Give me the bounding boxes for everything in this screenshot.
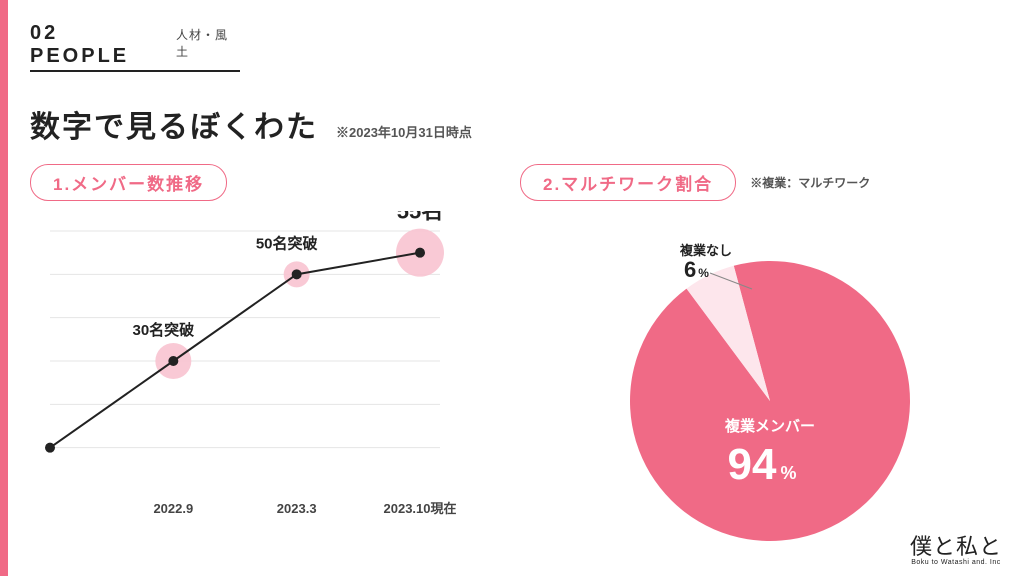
pie-chart-column: 2.マルチワーク割合 ※複業：マルチワーク 複業メンバー94%複業なし6% <box>520 164 1000 541</box>
svg-text:30名突破: 30名突破 <box>132 321 194 339</box>
logo-text: 僕と私と <box>910 534 1002 559</box>
charts-row: 1.メンバー数推移 2022.9 2023.3 2023.10現在 30名突破 50名突… <box>30 164 1020 541</box>
line-chart-svg: 2022.9 2023.3 2023.10現在 30名突破 50名突破 55名 <box>30 211 470 541</box>
pie-chart: 複業メンバー94%複業なし6% <box>520 201 1000 541</box>
logo: 僕と私と Boku to Watashi and. Inc <box>910 529 1002 566</box>
logo-subtext: Boku to Watashi and. Inc <box>910 559 1002 566</box>
title-row: 数字で見るぼくわた ※2023年10月31日時点 <box>30 102 1020 146</box>
svg-text:6%: 6% <box>684 257 709 282</box>
svg-text:複業メンバー: 複業メンバー <box>724 417 815 435</box>
section-sub: 人材・風土 <box>176 26 240 60</box>
svg-text:50名突破: 50名突破 <box>256 234 318 252</box>
svg-text:55名: 55名 <box>397 211 443 224</box>
section-header: 02 PEOPLE 人材・風土 <box>30 22 240 72</box>
page-title: 数字で見るぼくわた <box>30 102 318 146</box>
pie-chart-note: ※複業：マルチワーク <box>750 174 870 191</box>
title-note: ※2023年10月31日時点 <box>336 122 472 141</box>
page: 02 PEOPLE 人材・風土 数字で見るぼくわた ※2023年10月31日時点… <box>30 0 1020 576</box>
pie-heading-row: 2.マルチワーク割合 ※複業：マルチワーク <box>520 164 1000 201</box>
svg-text:2022.9: 2022.9 <box>153 501 193 516</box>
section-number: 02 PEOPLE <box>30 22 164 68</box>
line-chart: 2022.9 2023.3 2023.10現在 30名突破 50名突破 55名 <box>30 211 470 541</box>
svg-text:2023.10現在: 2023.10現在 <box>384 501 457 516</box>
line-chart-column: 1.メンバー数推移 2022.9 2023.3 2023.10現在 30名突破 50名突… <box>30 164 490 541</box>
pie-chart-svg: 複業メンバー94%複業なし6% <box>520 201 1000 541</box>
svg-text:2023.3: 2023.3 <box>277 501 317 516</box>
line-chart-heading: 1.メンバー数推移 <box>30 164 227 201</box>
pie-chart-heading: 2.マルチワーク割合 <box>520 164 736 201</box>
svg-text:複業なし: 複業なし <box>679 243 732 258</box>
accent-left-bar <box>0 0 8 576</box>
